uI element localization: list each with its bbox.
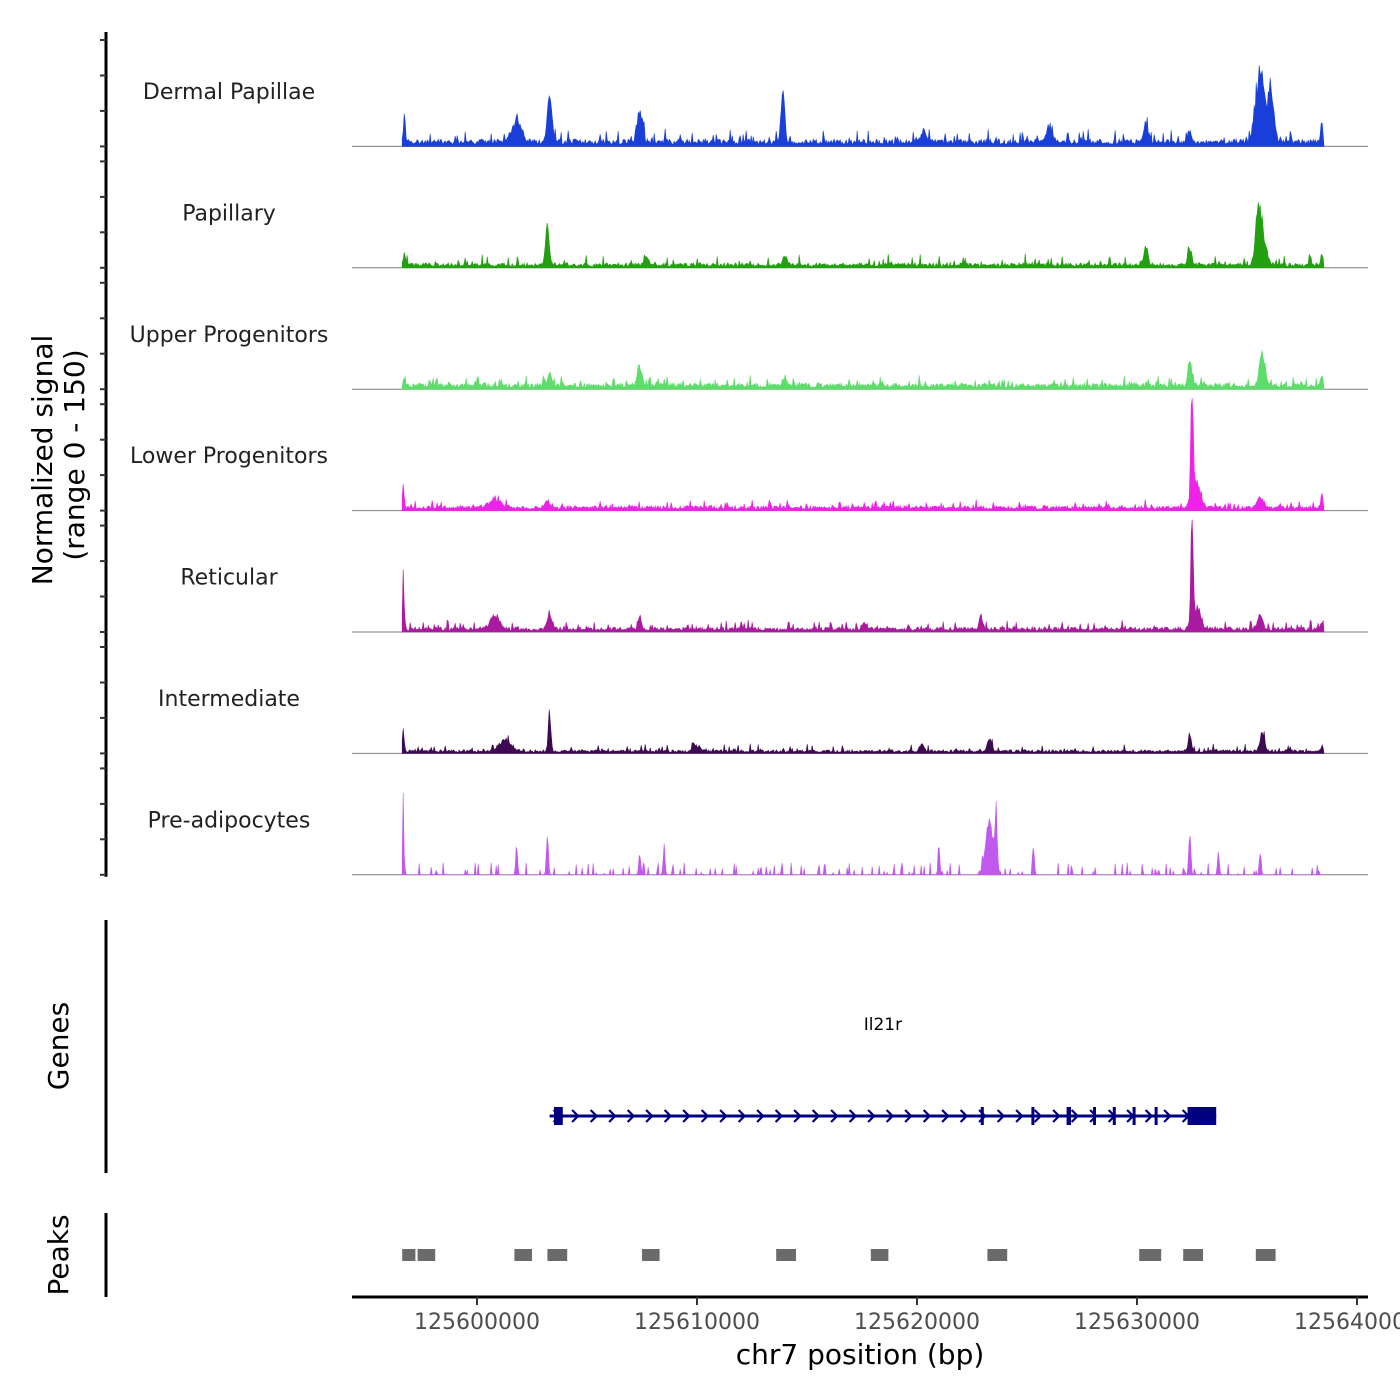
strand-arrow-icon	[663, 1109, 673, 1123]
strand-arrow-icon	[959, 1109, 969, 1123]
signal-area	[401, 202, 1325, 269]
track-lower-progenitors: Lower Progenitors	[130, 398, 1368, 512]
y-axis-subtitle: (range 0 - 150)	[58, 349, 91, 560]
strand-arrow-icon	[996, 1109, 1006, 1123]
gene-name-label: Il21r	[864, 1015, 902, 1035]
strand-arrow-icon	[1033, 1109, 1043, 1123]
peaks-panel-label: Peaks	[42, 1214, 75, 1295]
x-axis: 125600000 125610000 125620000 125630000 1256…	[352, 1295, 1400, 1335]
x-tick-label: 125630000	[1074, 1310, 1200, 1335]
x-tick-label: 125620000	[854, 1310, 980, 1335]
exon-block	[1187, 1107, 1217, 1125]
peak-region	[547, 1249, 568, 1261]
exon-block	[980, 1107, 984, 1125]
peak-region	[642, 1249, 660, 1261]
signal-y-axis	[100, 32, 108, 877]
track-intermediate: Intermediate	[158, 687, 1368, 754]
track-label: Reticular	[180, 566, 278, 591]
strand-arrow-icon	[811, 1109, 821, 1123]
strand-arrow-icon	[885, 1109, 895, 1123]
signal-area	[401, 398, 1325, 511]
strand-arrow-icon	[700, 1109, 710, 1123]
track-upper-progenitors: Upper Progenitors	[130, 323, 1368, 390]
signal-area	[401, 65, 1325, 147]
exon-block	[1066, 1107, 1071, 1125]
x-tick-label: 125640000	[1294, 1310, 1400, 1335]
track-papillary: Papillary	[182, 201, 1368, 269]
exon-block	[1154, 1107, 1158, 1125]
strand-arrow-icon	[774, 1109, 784, 1123]
peak-region	[1183, 1249, 1203, 1261]
strand-arrow-icon	[1015, 1109, 1024, 1123]
strand-arrow-icon	[793, 1109, 802, 1123]
x-tick-label: 125600000	[414, 1310, 540, 1335]
strand-arrow-icon	[922, 1109, 932, 1123]
track-label: Dermal Papillae	[143, 80, 315, 105]
signal-area	[401, 350, 1325, 390]
exon-block	[554, 1107, 563, 1125]
strand-arrow-icon	[756, 1109, 765, 1123]
strand-arrow-icon	[848, 1109, 858, 1123]
peak-region	[1139, 1249, 1162, 1261]
strand-arrow-icon	[719, 1109, 728, 1123]
strand-arrow-icon	[1163, 1109, 1172, 1123]
peaks-track	[402, 1249, 1276, 1261]
peak-region	[402, 1249, 416, 1261]
peak-region	[987, 1249, 1008, 1261]
exon-block	[1093, 1107, 1096, 1125]
strand-arrow-icon	[1089, 1109, 1098, 1123]
strand-arrow-icon	[1144, 1109, 1154, 1123]
track-label: Pre-adipocytes	[148, 808, 311, 833]
peak-region	[776, 1249, 796, 1261]
peak-region	[1255, 1249, 1276, 1261]
x-tick-label: 125610000	[634, 1310, 760, 1335]
strand-arrow-icon	[608, 1109, 617, 1123]
strand-arrow-icon	[737, 1109, 747, 1123]
x-axis-title: chr7 position (bp)	[736, 1338, 985, 1371]
signal-area	[401, 709, 1325, 754]
signal-area	[401, 519, 1325, 633]
strand-arrow-icon	[682, 1109, 691, 1123]
strand-arrow-icon	[1052, 1109, 1061, 1123]
strand-arrow-icon	[904, 1109, 913, 1123]
strand-arrow-icon	[941, 1109, 950, 1123]
peak-region	[514, 1249, 532, 1261]
peak-region	[417, 1249, 436, 1261]
track-pre-adipocytes: Pre-adipocytes	[148, 792, 1368, 876]
strand-arrow-icon	[830, 1109, 839, 1123]
gene-track	[549, 1107, 1217, 1125]
track-label: Papillary	[182, 201, 276, 226]
peak-region	[870, 1249, 889, 1261]
exon-block	[1112, 1107, 1116, 1125]
strand-arrow-icon	[867, 1109, 876, 1123]
y-axis-title: Normalized signal	[26, 335, 59, 586]
track-label: Lower Progenitors	[130, 444, 328, 469]
strand-arrow-icon	[626, 1109, 636, 1123]
signal-tracks: Dermal Papillae Papillary Upper Progenitor…	[130, 65, 1368, 876]
genes-panel-label: Genes	[42, 1002, 75, 1090]
strand-arrow-icon	[589, 1109, 599, 1123]
track-reticular: Reticular	[180, 519, 1368, 633]
signal-area	[401, 792, 1324, 876]
track-dermal-papillae: Dermal Papillae	[143, 65, 1368, 147]
strand-arrow-icon	[571, 1109, 580, 1123]
track-label: Intermediate	[158, 687, 300, 712]
strand-arrow-icon	[645, 1109, 654, 1123]
exon-block	[1031, 1107, 1035, 1125]
exon-block	[1132, 1107, 1136, 1125]
track-label: Upper Progenitors	[130, 323, 329, 348]
strand-arrow-icon	[1070, 1109, 1080, 1123]
